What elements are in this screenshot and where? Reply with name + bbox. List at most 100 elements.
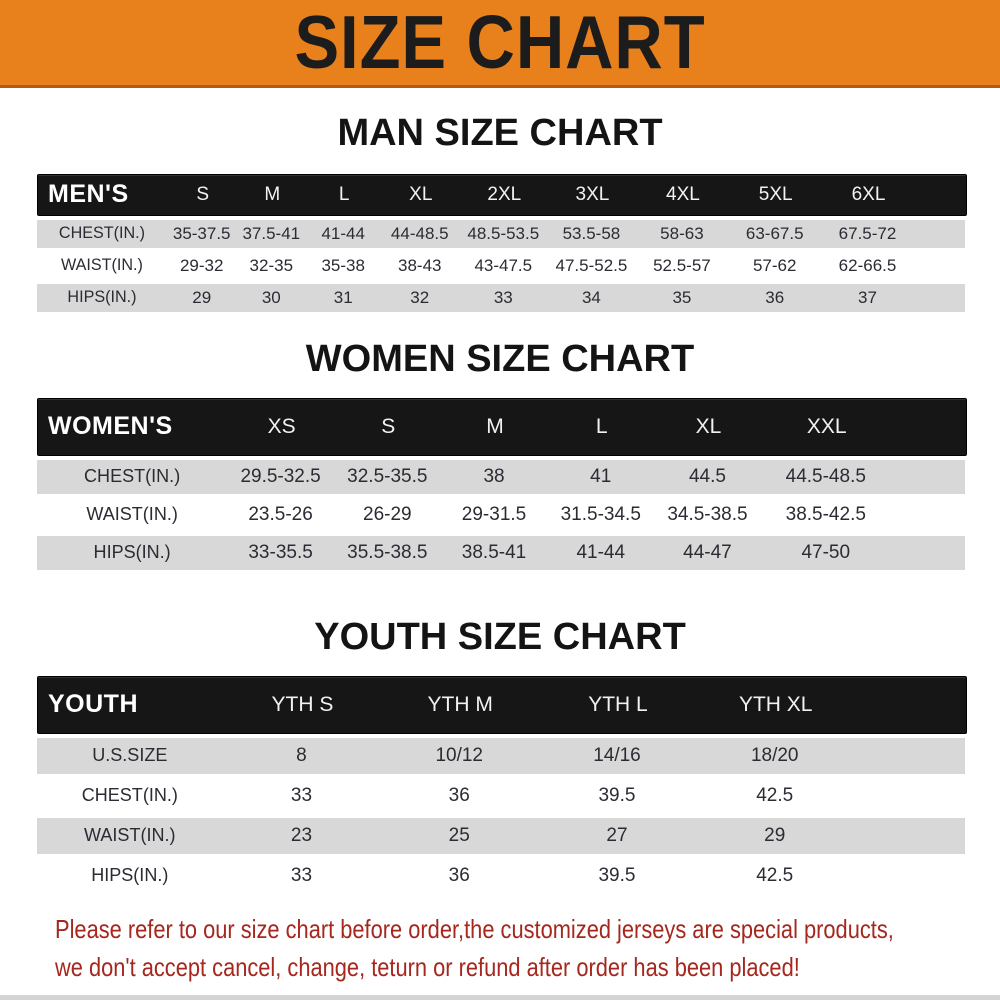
size-value: 35-38 — [321, 255, 365, 275]
table-row: HIPS(IN.) 29 30 31 32 33 34 35 36 37 — [37, 283, 965, 312]
size-column-header: 4XL — [666, 183, 700, 205]
size-value: 53.5-58 — [562, 223, 621, 243]
size-value: 37.5-41 — [242, 223, 301, 243]
size-value: 29 — [192, 287, 212, 307]
size-value: 42.5 — [756, 784, 794, 806]
size-column-header: XL — [409, 183, 433, 205]
size-value: 30 — [261, 287, 281, 307]
size-value: 8 — [296, 744, 307, 766]
size-value: 34.5-38.5 — [667, 503, 748, 525]
size-table-header: WOMEN'S XS S M L XL XXL — [37, 397, 967, 456]
size-value: 39.5 — [598, 864, 636, 886]
table-row: WAIST(IN.) 23.5-26 26-29 29-31.5 31.5-34.5 34… — [37, 497, 965, 532]
size-value: 36 — [448, 784, 470, 806]
size-value: 29 — [764, 824, 786, 846]
size-value: 31.5-34.5 — [560, 503, 641, 525]
size-column-header: YTH S — [271, 692, 334, 716]
size-value: 47-50 — [801, 541, 851, 563]
size-column-header: 5XL — [758, 183, 793, 205]
row-label: WAIST(IN.) — [61, 256, 143, 275]
row-label: CHEST(IN.) — [58, 224, 145, 243]
size-value: 33-35.5 — [248, 541, 313, 563]
size-value: 34 — [581, 287, 601, 307]
table-row: CHEST(IN.) 29.5-32.5 32.5-35.5 38 41 44.5 44.5… — [37, 459, 965, 494]
table-row: CHEST(IN.) 33 36 39.5 42.5 — [37, 777, 965, 814]
size-value: 38.5-42.5 — [785, 503, 866, 525]
size-value: 35.5-38.5 — [347, 541, 428, 563]
size-value: 29-32 — [179, 255, 224, 275]
size-value: 47.5-52.5 — [555, 255, 628, 275]
size-column-header: L — [595, 414, 608, 438]
disclaimer-line-2: we don't accept cancel, change, teturn o… — [55, 951, 800, 982]
size-value: 32.5-35.5 — [347, 465, 428, 487]
size-value: 35-37.5 — [172, 223, 231, 243]
size-value: 44.5-48.5 — [785, 465, 866, 487]
row-label: U.S.SIZE — [92, 745, 168, 766]
size-value: 37 — [858, 287, 877, 307]
size-value: 25 — [448, 824, 470, 846]
row-label: HIPS(IN.) — [93, 542, 171, 563]
size-column-header: M — [486, 414, 504, 438]
size-value: 41-44 — [576, 541, 626, 563]
size-column-header: XL — [695, 414, 722, 438]
size-value: 41 — [590, 465, 612, 487]
size-value: 10/12 — [435, 744, 483, 766]
size-column-header: L — [338, 183, 350, 205]
size-chart-banner: SIZE CHART — [0, 0, 1000, 88]
row-label: HIPS(IN.) — [91, 865, 169, 886]
size-value: 36 — [448, 864, 470, 886]
size-value: 52.5-57 — [653, 255, 711, 275]
size-value: 32 — [410, 287, 430, 307]
size-value: 23.5-26 — [248, 503, 313, 525]
size-value: 38.5-41 — [461, 541, 527, 563]
disclaimer-note: Please refer to our size chart before or… — [0, 910, 1000, 986]
size-value: 36 — [765, 287, 785, 307]
table-row: HIPS(IN.) 33 36 39.5 42.5 — [37, 857, 965, 894]
row-label: HIPS(IN.) — [67, 288, 137, 307]
men-size-chart-section: MAN SIZE CHART MEN'S S M L XL 2XL 3XL 4XL 5XL 6XL… — [0, 113, 1000, 312]
size-value: 41-44 — [321, 223, 365, 243]
row-label: CHEST(IN.) — [84, 466, 181, 487]
size-column-header: YTH XL — [738, 692, 813, 716]
disclaimer-line-1: Please refer to our size chart before or… — [55, 913, 894, 944]
size-value: 44.5 — [688, 465, 726, 487]
size-value: 33 — [290, 864, 313, 886]
row-label: WAIST(IN.) — [84, 825, 176, 846]
size-value: 26-29 — [363, 503, 412, 525]
size-value: 35 — [672, 287, 692, 307]
size-column-header: 6XL — [851, 183, 886, 205]
size-value: 42.5 — [756, 864, 794, 886]
row-label: CHEST(IN.) — [81, 785, 178, 806]
size-value: 39.5 — [598, 784, 636, 806]
size-column-header: 3XL — [575, 183, 610, 205]
size-value: 29-31.5 — [461, 503, 527, 525]
women-section-heading: WOMEN SIZE CHART — [305, 337, 695, 380]
bottom-edge-strip — [0, 995, 1000, 1000]
size-value: 44-48.5 — [390, 223, 449, 243]
size-column-header: XS — [267, 414, 296, 438]
size-value: 33 — [290, 784, 313, 806]
size-value: 57-62 — [752, 255, 797, 275]
women-size-table: WOMEN'S XS S M L XL XXL CHEST(IN.) 29.5-32.5 32.5… — [37, 397, 967, 570]
size-value: 63-67.5 — [745, 223, 804, 243]
size-value: 33 — [493, 287, 513, 307]
women-size-chart-section: WOMEN SIZE CHART WOMEN'S XS S M L XL XXL CHEST(… — [0, 337, 1000, 570]
size-column-header: 2XL — [487, 183, 522, 205]
table-row: WAIST(IN.) 23 25 27 29 — [37, 817, 965, 854]
size-value: 62-66.5 — [838, 255, 897, 275]
size-column-header: S — [381, 414, 396, 438]
table-row: U.S.SIZE 8 10/12 14/16 18/20 — [37, 737, 965, 774]
table-header-label: YOUTH — [48, 690, 138, 719]
size-value: 44-47 — [683, 541, 732, 563]
size-column-header: YTH M — [427, 692, 493, 716]
table-row: WAIST(IN.) 29-32 32-35 35-38 38-43 43-47.5 47.… — [37, 251, 965, 280]
banner-title: SIZE CHART — [294, 0, 706, 85]
table-row: HIPS(IN.) 33-35.5 35.5-38.5 38.5-41 41-44 44-… — [37, 535, 965, 570]
size-value: 38-43 — [398, 255, 442, 275]
size-value: 67.5-72 — [838, 223, 897, 243]
table-header-label: WOMEN'S — [48, 412, 173, 441]
size-value: 29.5-32.5 — [240, 465, 321, 487]
youth-size-table: YOUTH YTH S YTH M YTH L YTH XL U.S.SIZE 8 10/12… — [37, 675, 967, 894]
size-column-header: S — [196, 183, 210, 205]
row-label: WAIST(IN.) — [86, 504, 178, 525]
